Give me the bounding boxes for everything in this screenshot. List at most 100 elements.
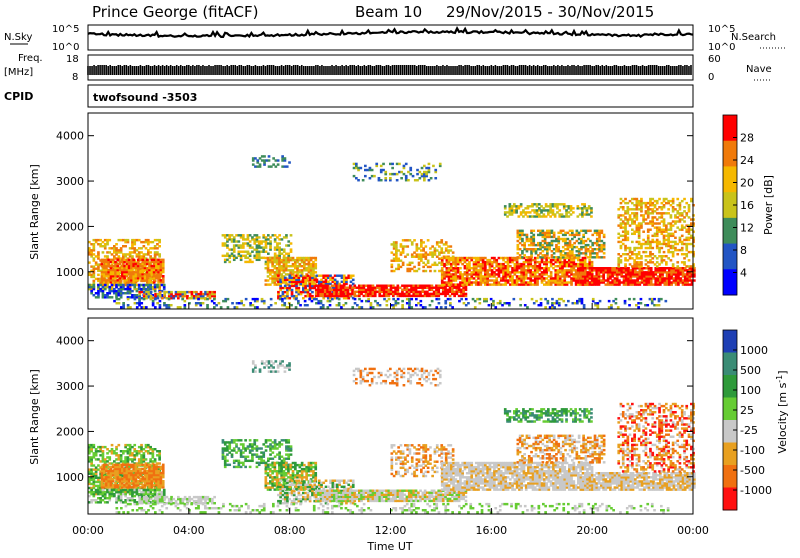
power-cell	[576, 250, 579, 252]
power-cell	[514, 259, 517, 261]
power-cell	[263, 300, 266, 302]
power-cell	[649, 253, 652, 255]
power-cell	[657, 279, 660, 281]
power-cell	[351, 306, 354, 308]
power-cell	[245, 298, 248, 300]
power-cell	[529, 205, 532, 207]
power-cell	[548, 279, 551, 281]
power-cell	[516, 283, 519, 285]
power-cell	[493, 283, 496, 285]
power-cell	[296, 257, 299, 259]
power-cell	[681, 224, 684, 226]
power-cell	[556, 203, 559, 205]
power-cell	[101, 261, 104, 263]
power-cell	[283, 269, 286, 271]
power-cell	[93, 276, 96, 278]
power-cell	[156, 284, 159, 286]
power-cell	[402, 262, 405, 264]
power-cell	[618, 273, 621, 275]
power-cell	[370, 302, 373, 304]
power-cell	[658, 212, 661, 214]
power-cell	[523, 234, 526, 236]
power-cell	[411, 241, 414, 243]
power-cell	[679, 218, 682, 220]
power-cell	[140, 306, 143, 308]
power-cell	[147, 239, 150, 241]
power-cell	[412, 293, 415, 295]
power-cell	[347, 289, 350, 291]
power-cell	[95, 239, 98, 241]
power-cell	[153, 275, 156, 277]
power-cell	[607, 269, 610, 271]
power-cell	[517, 244, 520, 246]
power-cell	[477, 281, 480, 283]
power-cell	[423, 165, 426, 167]
power-cell	[122, 239, 125, 241]
power-cell	[360, 285, 363, 287]
power-cell	[629, 224, 632, 226]
power-cell	[480, 279, 483, 281]
power-cell	[440, 247, 443, 249]
power-cell	[231, 302, 234, 304]
power-cell	[558, 203, 561, 205]
power-cell	[206, 306, 209, 308]
power-cell	[595, 279, 598, 281]
power-cell	[281, 165, 284, 167]
power-cell	[649, 198, 652, 200]
power-cell	[390, 289, 393, 291]
power-cell	[345, 302, 348, 304]
power-cell	[683, 257, 686, 259]
power-cell	[104, 284, 107, 286]
power-cell	[663, 198, 666, 200]
power-cell	[624, 245, 627, 247]
power-cell	[685, 239, 688, 241]
power-cell	[114, 265, 117, 267]
power-cell	[661, 279, 664, 281]
power-cell	[309, 283, 312, 285]
power-cell	[435, 285, 438, 287]
power-cell	[582, 252, 585, 254]
power-cell	[402, 245, 405, 247]
power-cell	[115, 251, 118, 253]
power-cell	[267, 283, 270, 285]
power-cell	[263, 163, 266, 165]
power-cell	[661, 247, 664, 249]
power-cell	[213, 302, 216, 304]
power-cell	[448, 257, 451, 259]
power-cell	[627, 231, 630, 233]
power-cell	[484, 279, 487, 281]
power-cell	[586, 263, 589, 265]
power-cell	[658, 263, 661, 265]
power-cell	[242, 236, 245, 238]
power-cell	[148, 271, 151, 273]
power-cell	[596, 252, 599, 254]
power-cell	[93, 247, 96, 249]
power-cell	[543, 213, 546, 215]
power-cell	[517, 252, 520, 254]
power-cell	[625, 283, 628, 285]
station-title: Prince George (fitACF)	[92, 3, 258, 21]
power-cell	[170, 304, 173, 306]
power-cell	[422, 241, 425, 243]
power-cell	[451, 289, 454, 291]
power-cell	[527, 211, 530, 213]
power-cell	[540, 209, 543, 211]
power-cell	[287, 269, 290, 271]
power-cell	[645, 202, 648, 204]
power-cell	[557, 242, 560, 244]
power-cell	[648, 269, 651, 271]
power-cell	[650, 273, 653, 275]
power-cell	[283, 255, 286, 257]
power-cell	[333, 289, 336, 291]
power-cell	[658, 198, 661, 200]
power-cell	[397, 264, 400, 266]
power-cell	[677, 283, 680, 285]
power-cell	[385, 285, 388, 287]
power-cell	[389, 163, 392, 165]
power-cell	[596, 242, 599, 244]
power-cell	[667, 212, 670, 214]
power-cell	[458, 289, 461, 291]
power-cell	[151, 259, 154, 261]
power-cell	[665, 243, 668, 245]
power-cell	[121, 275, 124, 277]
